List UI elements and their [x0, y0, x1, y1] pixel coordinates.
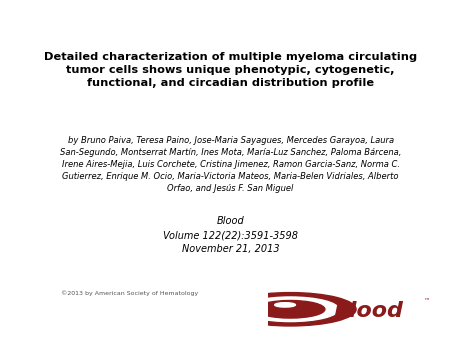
Text: Blood
Volume 122(22):3591-3598
November 21, 2013: Blood Volume 122(22):3591-3598 November …	[163, 216, 298, 254]
Ellipse shape	[274, 303, 296, 307]
Text: blood: blood	[333, 301, 403, 321]
Circle shape	[242, 297, 339, 321]
Circle shape	[225, 293, 356, 326]
Text: by Bruno Paiva, Teresa Paino, Jose-Maria Sayagues, Mercedes Garayoa, Laura
San-S: by Bruno Paiva, Teresa Paino, Jose-Maria…	[60, 136, 401, 193]
Text: Detailed characterization of multiple myeloma circulating
tumor cells shows uniq: Detailed characterization of multiple my…	[44, 52, 417, 88]
Circle shape	[256, 300, 325, 318]
Text: ©2013 by American Society of Hematology: ©2013 by American Society of Hematology	[62, 290, 199, 296]
Text: ™: ™	[423, 299, 429, 304]
